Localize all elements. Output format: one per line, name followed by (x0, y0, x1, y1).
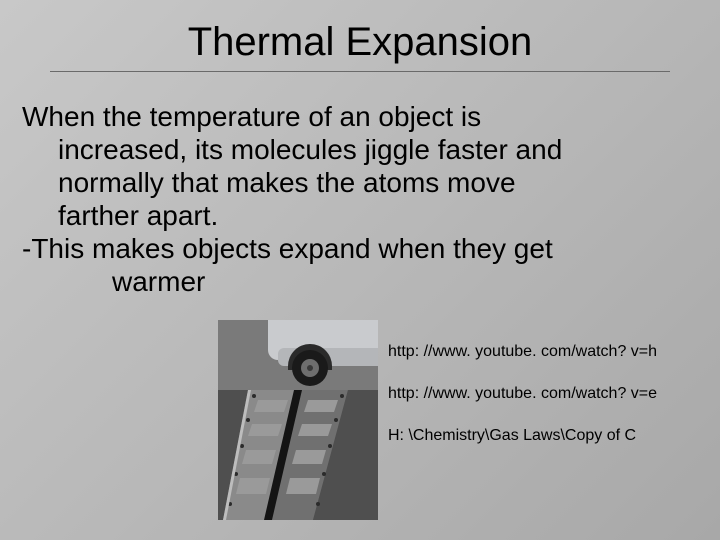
link-3: H: \Chemistry\Gas Laws\Copy of C (388, 426, 720, 446)
link-2: http: //www. youtube. com/watch? v=e (388, 384, 720, 404)
p1-line2: increased, its molecules jiggle faster a… (22, 133, 702, 166)
p1-line3: normally that makes the atoms move (22, 166, 702, 199)
expansion-joint-image (218, 320, 378, 520)
body-text: When the temperature of an object is inc… (0, 100, 720, 298)
slide-title: Thermal Expansion (0, 20, 720, 72)
p1-line4: farther apart. (22, 199, 702, 232)
link-1: http: //www. youtube. com/watch? v=h (388, 342, 720, 362)
p2-line1: -This makes objects expand when they get (22, 233, 553, 264)
p2-line2: warmer (22, 266, 205, 297)
links-block: http: //www. youtube. com/watch? v=h htt… (388, 342, 720, 468)
p1-line1: When the temperature of an object is (22, 101, 481, 132)
slide: Thermal Expansion When the temperature o… (0, 0, 720, 540)
